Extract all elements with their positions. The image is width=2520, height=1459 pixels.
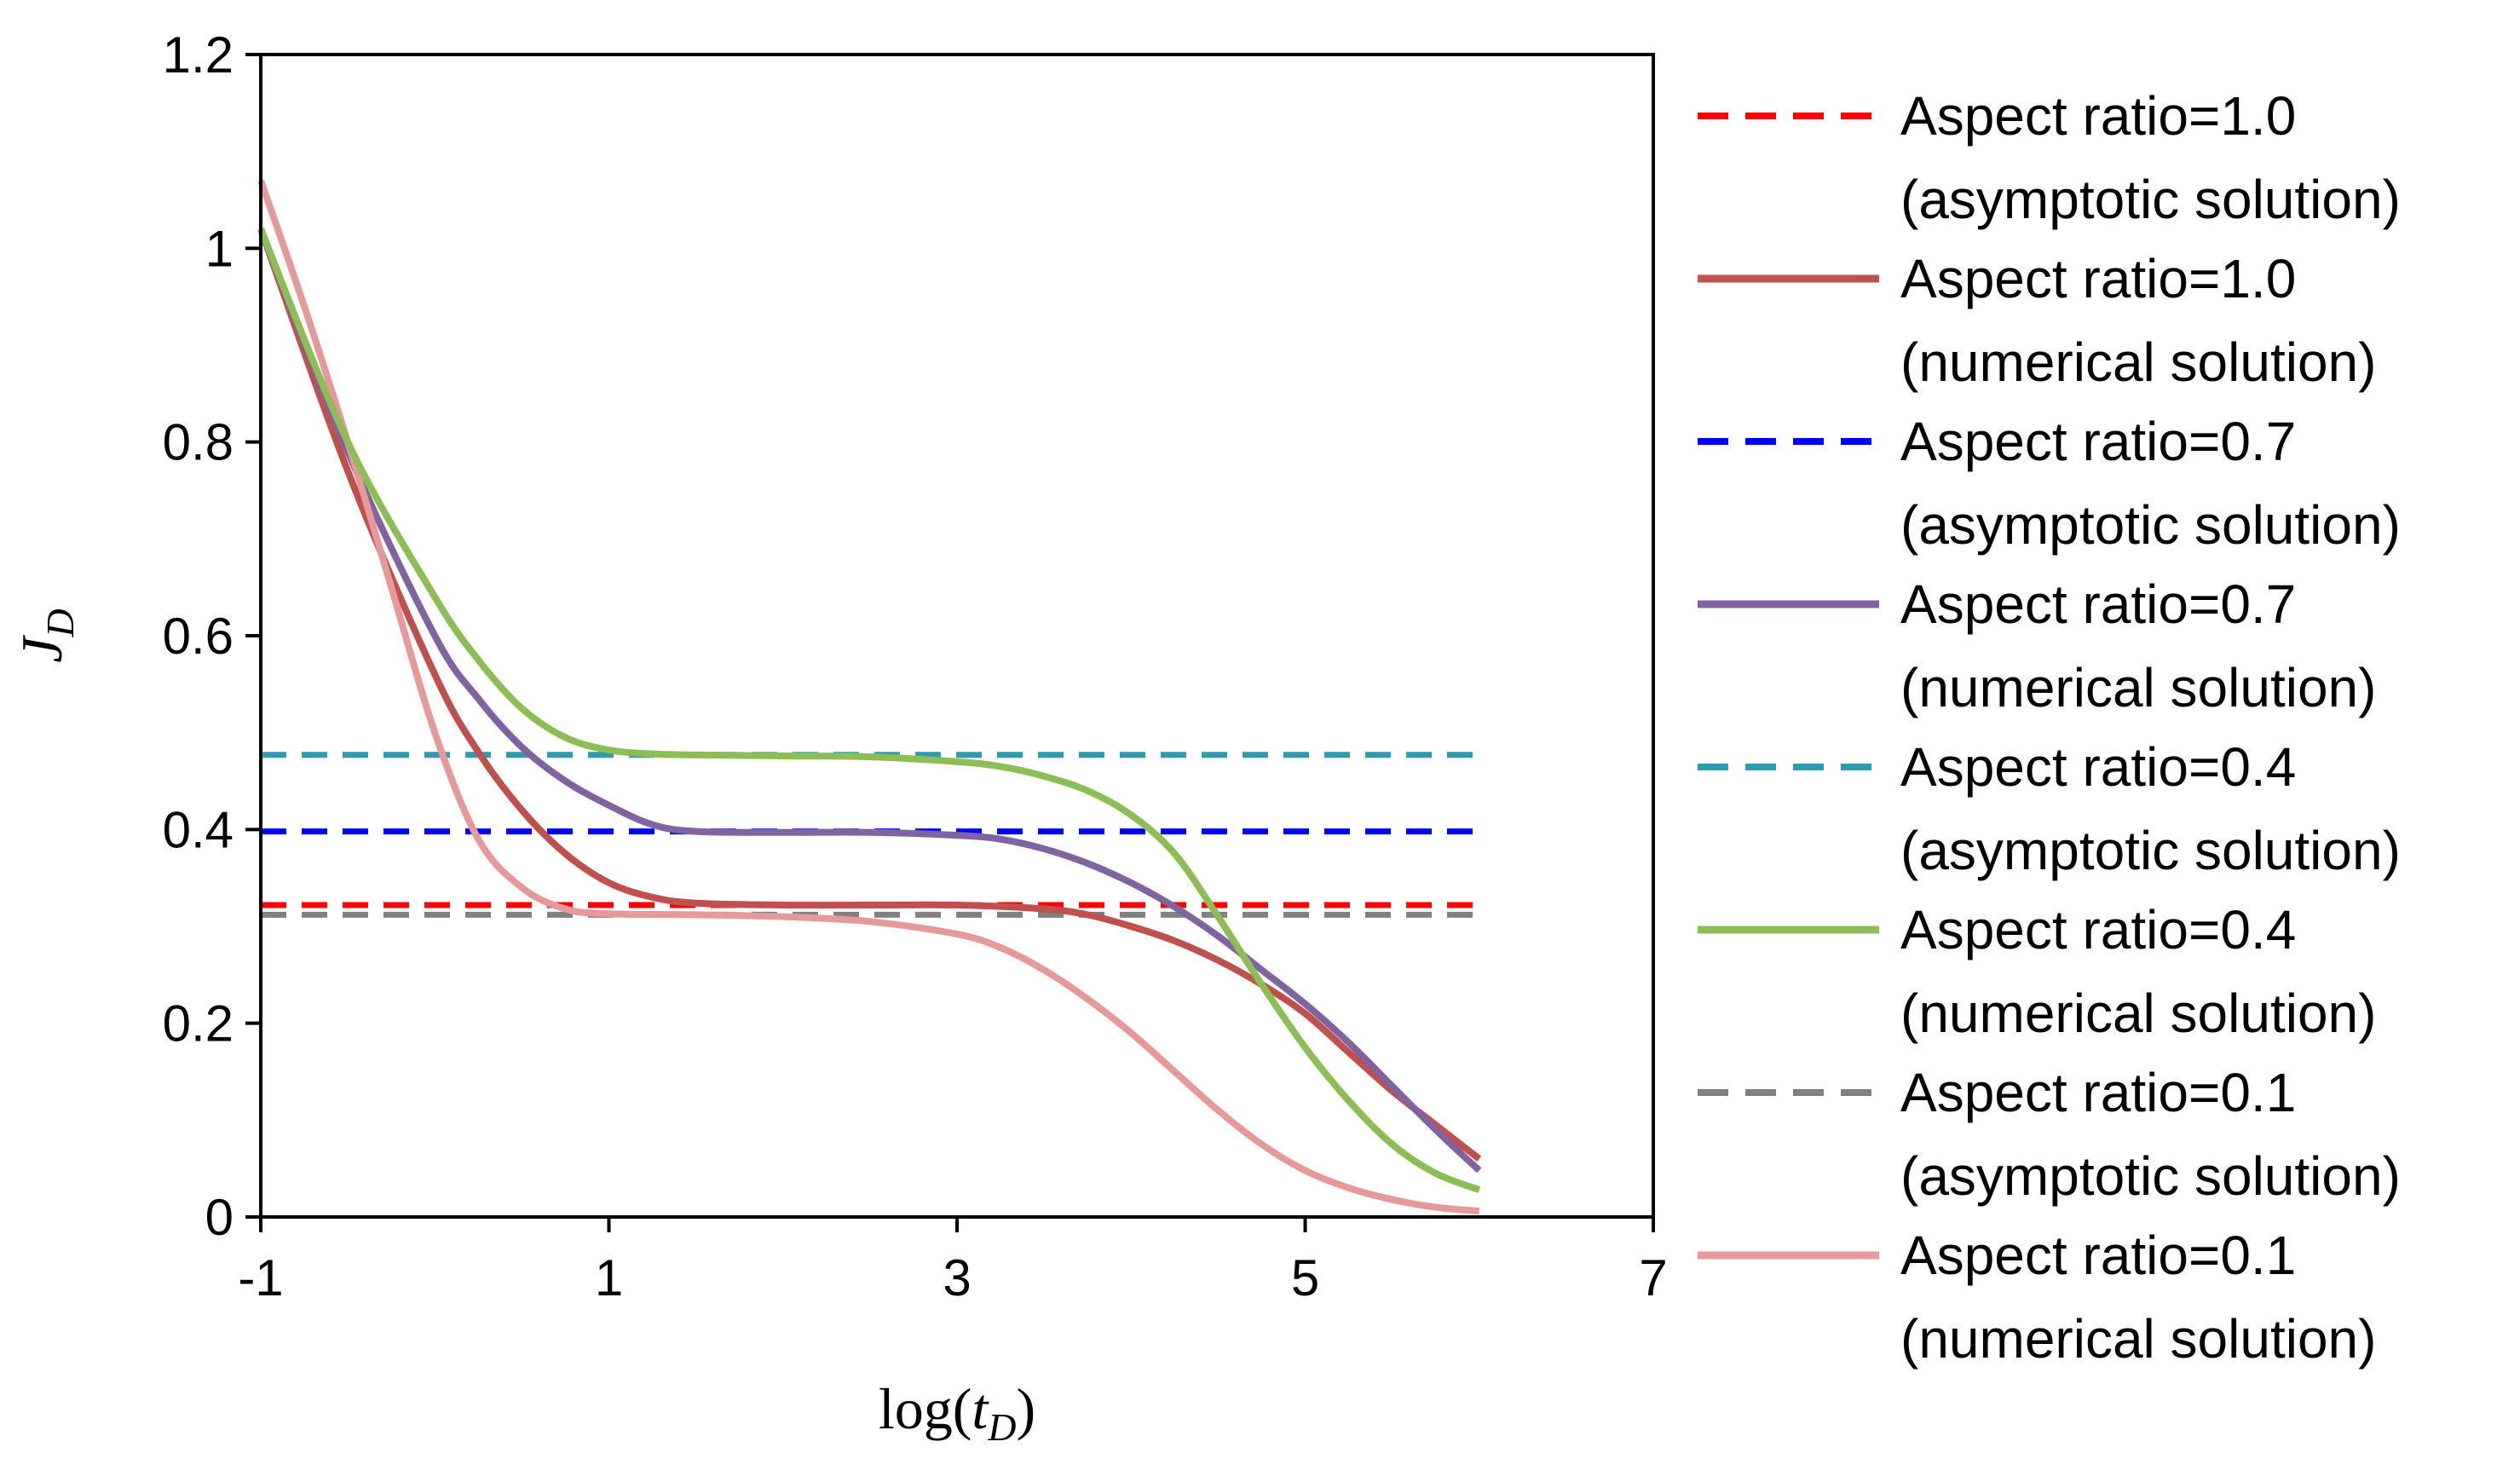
x-tick-label: -1 [238, 1249, 283, 1306]
legend-label: Aspect ratio=0.7 [1900, 411, 2296, 472]
y-axis: 0 0.2 0.4 0.6 0.8 1 1.2 [163, 26, 261, 1246]
legend-entry-ar07-asym: Aspect ratio=0.7 (asymptotic solution) [1698, 411, 2401, 556]
legend-label: Aspect ratio=1.0 [1900, 248, 2296, 309]
x-axis-title-sub: D [987, 1405, 1016, 1449]
legend-label: Aspect ratio=0.7 [1900, 574, 2296, 635]
legend-note: (numerical solution) [1900, 657, 2376, 718]
y-tick-label: 0 [205, 1189, 234, 1246]
legend-label: Aspect ratio=1.0 [1900, 85, 2296, 147]
legend-entry-ar07-num: Aspect ratio=0.7 (numerical solution) [1698, 574, 2376, 718]
series-line-ar04-num [257, 228, 1481, 1193]
x-tick-label: 3 [943, 1249, 971, 1306]
legend-note: (numerical solution) [1900, 983, 2376, 1044]
x-axis-title-prefix: log( [879, 1376, 972, 1441]
plot-frame [259, 53, 1655, 1219]
x-axis-title-var: t [972, 1376, 989, 1441]
plot-lines [257, 179, 1482, 1215]
legend-entry-ar01-num: Aspect ratio=0.1 (numerical solution) [1698, 1225, 2376, 1370]
legend-note: (asymptotic solution) [1900, 1145, 2401, 1207]
y-tick-label: 0.2 [163, 995, 234, 1052]
legend-note: (asymptotic solution) [1900, 169, 2401, 230]
y-tick-label: 0.8 [163, 414, 234, 471]
y-tick-label: 1 [205, 220, 234, 277]
y-axis-title-var: J [9, 635, 74, 663]
y-tick-label: 1.2 [163, 26, 234, 84]
x-axis-title: log(tD) [879, 1376, 1035, 1449]
y-axis-title-sub: D [38, 608, 82, 637]
legend-note: (numerical solution) [1900, 332, 2376, 393]
x-tick-label: 1 [595, 1249, 623, 1306]
legend-label: Aspect ratio=0.4 [1900, 736, 2296, 798]
legend-note: (asymptotic solution) [1900, 494, 2401, 556]
legend-entry-ar10-num: Aspect ratio=1.0 (numerical solution) [1698, 248, 2376, 393]
x-axis-title-suffix: ) [1017, 1376, 1036, 1441]
legend-note: (numerical solution) [1900, 1308, 2376, 1370]
legend-note: (asymptotic solution) [1900, 820, 2401, 881]
x-tick-label: 5 [1291, 1249, 1319, 1306]
y-axis-title: JD [9, 608, 82, 662]
series-line-ar01-num [257, 179, 1480, 1215]
legend-entry-ar01-asym: Aspect ratio=0.1 (asymptotic solution) [1698, 1062, 2401, 1207]
series-line-ar10-num [257, 228, 1482, 1162]
y-tick-label: 0.6 [163, 608, 234, 665]
legend-entry-ar10-asym: Aspect ratio=1.0 (asymptotic solution) [1698, 85, 2401, 230]
series-line-ar07-num [257, 228, 1482, 1174]
legend-entry-ar04-num: Aspect ratio=0.4 (numerical solution) [1698, 899, 2376, 1044]
legend-label: Aspect ratio=0.1 [1900, 1062, 2296, 1123]
legend-entry-ar04-asym: Aspect ratio=0.4 (asymptotic solution) [1698, 736, 2401, 881]
x-axis: -1 1 3 5 7 [238, 1217, 1668, 1306]
legend: Aspect ratio=1.0(asymptotic solution)Asp… [1698, 85, 2401, 1370]
x-tick-label: 7 [1639, 1249, 1667, 1306]
legend-label: Aspect ratio=0.1 [1900, 1225, 2296, 1286]
legend-label: Aspect ratio=0.4 [1900, 899, 2296, 960]
y-tick-label: 0.4 [163, 801, 234, 858]
